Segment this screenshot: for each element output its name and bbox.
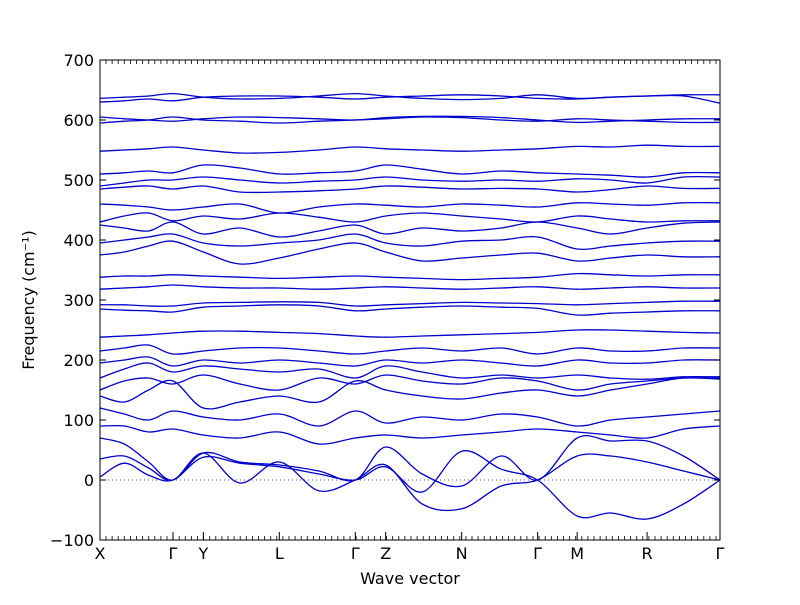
band-line-13 bbox=[100, 300, 720, 307]
band-line-16 bbox=[100, 240, 720, 265]
tick-labels: −100 0 100 200 300 400 500 600 700 X Γ Y L Γ Z N Γ M R Γ bbox=[50, 51, 724, 563]
y-tick-label: 0 bbox=[84, 471, 94, 490]
band-line-8 bbox=[100, 362, 720, 380]
band-line-11 bbox=[100, 329, 720, 338]
band-line-10 bbox=[100, 344, 720, 355]
band-line-24 bbox=[100, 144, 720, 154]
band-line-17 bbox=[100, 233, 720, 250]
y-tick-label: 700 bbox=[63, 51, 94, 70]
band-line-26 bbox=[100, 115, 720, 124]
band-line-20 bbox=[100, 201, 720, 214]
band-line-19 bbox=[100, 212, 720, 223]
band-line-9 bbox=[100, 356, 720, 367]
y-axis-title: Frequency (cm⁻¹) bbox=[19, 230, 38, 369]
x-tick-label: Γ bbox=[533, 544, 542, 563]
band-line-5 bbox=[100, 407, 720, 427]
y-tick-label: 100 bbox=[63, 411, 94, 430]
band-line-6 bbox=[100, 377, 720, 410]
band-line-12 bbox=[100, 304, 720, 316]
band-lines bbox=[100, 92, 720, 520]
x-tick-label: Z bbox=[380, 544, 391, 563]
y-tick-label: 600 bbox=[63, 111, 94, 130]
band-line-22 bbox=[100, 175, 720, 187]
x-tick-label: L bbox=[275, 544, 284, 563]
band-line-28 bbox=[100, 92, 720, 101]
x-tick-label: Γ bbox=[168, 544, 177, 563]
y-tick-label: 500 bbox=[63, 171, 94, 190]
x-tick-label: Γ bbox=[716, 544, 725, 563]
band-line-23 bbox=[100, 164, 720, 178]
x-axis-title: Wave vector bbox=[360, 569, 460, 588]
y-tick-label: −100 bbox=[50, 531, 94, 550]
x-tick-label: R bbox=[641, 544, 652, 563]
band-line-7 bbox=[100, 374, 720, 391]
axis-ticks bbox=[99, 59, 721, 541]
band-line-21 bbox=[100, 185, 720, 194]
x-tick-label: M bbox=[570, 544, 584, 563]
x-tick-label: Y bbox=[197, 544, 208, 563]
x-tick-label: Γ bbox=[351, 544, 360, 563]
plot-frame bbox=[99, 59, 721, 541]
y-tick-label: 400 bbox=[63, 231, 94, 250]
band-line-14 bbox=[100, 284, 720, 290]
band-line-25 bbox=[100, 116, 720, 124]
y-tick-label: 300 bbox=[63, 291, 94, 310]
x-tick-label: N bbox=[456, 544, 468, 563]
band-line-18 bbox=[100, 221, 720, 238]
y-tick-label: 200 bbox=[63, 351, 94, 370]
band-line-4 bbox=[100, 424, 720, 445]
x-tick-label: X bbox=[95, 544, 106, 563]
band-line-15 bbox=[100, 272, 720, 281]
